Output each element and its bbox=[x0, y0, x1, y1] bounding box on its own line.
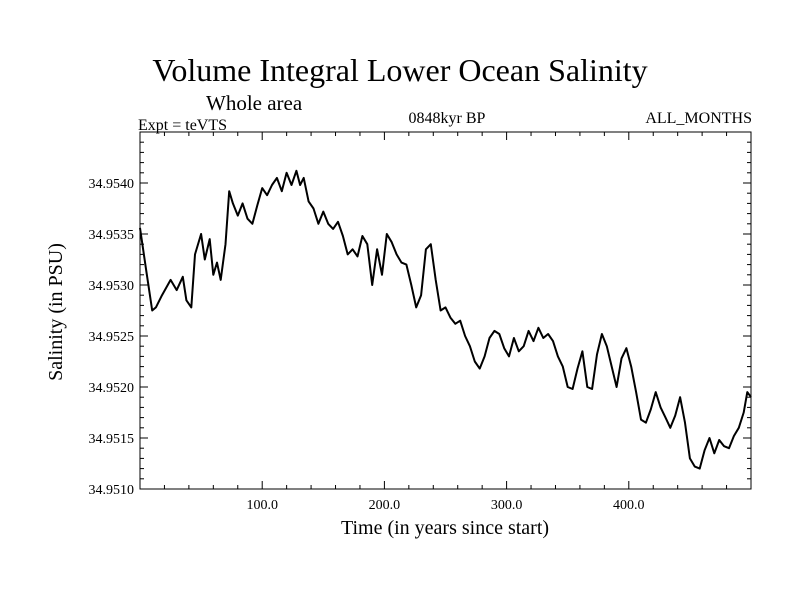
salinity-series-line bbox=[139, 169, 752, 470]
chart-subtitle: Whole area bbox=[206, 91, 303, 115]
y-tick-label: 34.9515 bbox=[89, 432, 135, 447]
x-tick-label: 200.0 bbox=[369, 498, 401, 513]
months-label: ALL_MONTHS bbox=[645, 110, 752, 127]
y-tick-label: 34.9510 bbox=[89, 483, 135, 498]
chart-title: Volume Integral Lower Ocean Salinity bbox=[152, 52, 648, 88]
y-tick-label: 34.9540 bbox=[89, 177, 135, 192]
x-tick-label: 400.0 bbox=[613, 498, 645, 513]
experiment-label: Expt = teVTS bbox=[138, 117, 228, 134]
x-axis-title: Time (in years since start) bbox=[341, 517, 549, 539]
y-axis-title: Salinity (in PSU) bbox=[45, 243, 67, 381]
y-tick-label: 34.9525 bbox=[89, 330, 135, 345]
y-tick-label: 34.9535 bbox=[89, 228, 135, 243]
y-tick-label: 34.9520 bbox=[89, 381, 135, 396]
y-tick-label: 34.9530 bbox=[89, 279, 135, 294]
plot-frame bbox=[139, 131, 752, 490]
x-tick-label: 300.0 bbox=[491, 498, 523, 513]
x-tick-label: 100.0 bbox=[246, 498, 278, 513]
period-label: 0848kyr BP bbox=[408, 110, 486, 127]
